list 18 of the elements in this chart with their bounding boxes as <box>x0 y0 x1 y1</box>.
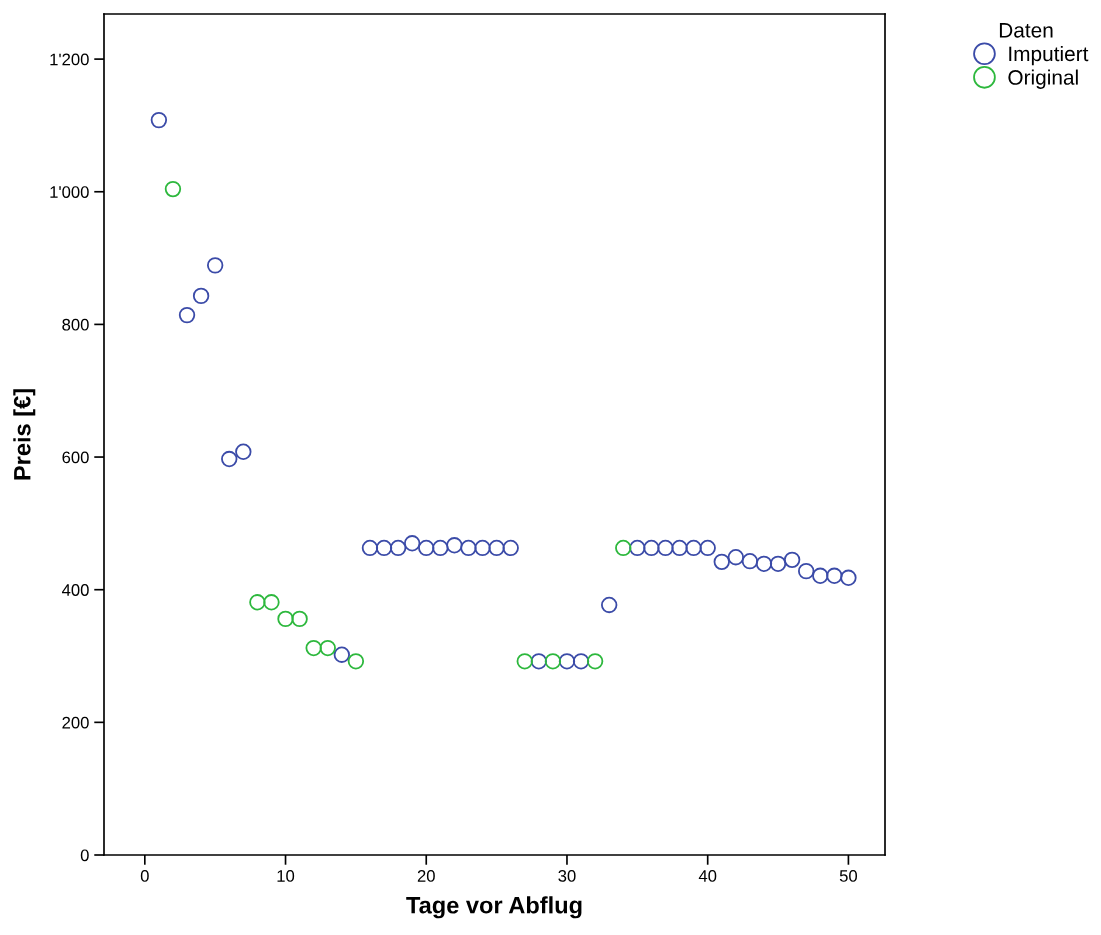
y-tick-label: 800 <box>62 318 89 331</box>
legend-title: Daten <box>999 23 1053 38</box>
y-tick-label: 1'200 <box>50 53 89 66</box>
y-tick-label: 0 <box>80 849 89 862</box>
x-tick-label: 40 <box>698 870 717 882</box>
x-tick-label: 50 <box>839 870 858 882</box>
y-tick-label: 200 <box>62 716 89 729</box>
x-tick-label: 0 <box>140 870 149 882</box>
y-axis-title: Preis [€] <box>13 389 36 480</box>
legend-label: Imputiert <box>1009 45 1089 66</box>
y-tick-label: 600 <box>62 451 89 464</box>
legend-label: Original <box>1008 69 1078 89</box>
x-tick-label: 10 <box>277 870 295 882</box>
y-tick-label: 1'000 <box>50 186 89 198</box>
x-tick-label: 20 <box>417 870 435 882</box>
x-tick-label: 30 <box>558 870 576 882</box>
x-axis-title: Tage vor Abflug <box>406 896 582 919</box>
y-tick-label: 400 <box>61 584 89 596</box>
